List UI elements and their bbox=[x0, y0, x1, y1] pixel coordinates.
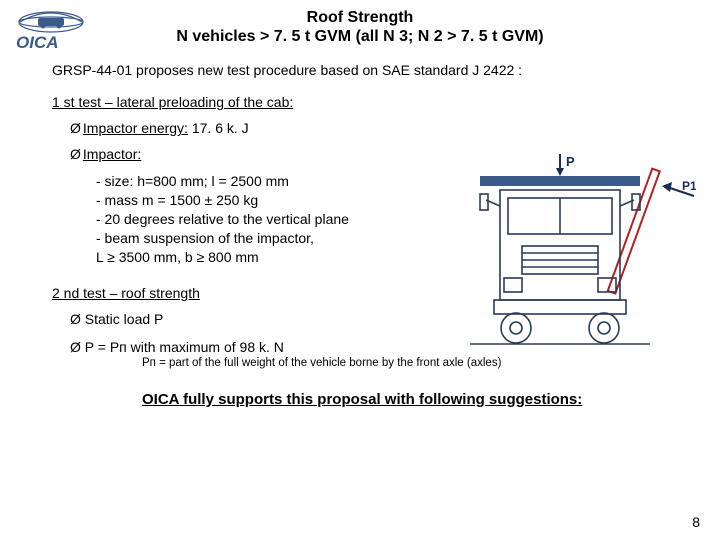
svg-text:P1: P1 bbox=[682, 179, 696, 193]
test1-heading: 1 st test – lateral preloading of the ca… bbox=[52, 94, 680, 110]
bullet-arrow-icon: Ø bbox=[70, 120, 81, 136]
svg-text:OICA: OICA bbox=[16, 33, 59, 52]
bullet-arrow-icon: Ø bbox=[70, 311, 85, 327]
bullet-arrow-icon: Ø bbox=[70, 146, 81, 162]
impactor-energy-row: ØImpactor energy: 17. 6 k. J bbox=[70, 120, 680, 136]
truck-diagram: P P1 bbox=[450, 150, 696, 350]
oica-logo: OICA bbox=[10, 8, 92, 63]
impactor-energy-label: Impactor energy: bbox=[83, 120, 188, 136]
page-number: 8 bbox=[692, 514, 700, 530]
page-title: Roof Strength N vehicles > 7. 5 t GVM (a… bbox=[0, 0, 720, 46]
title-line-2: N vehicles > 7. 5 t GVM (all N 3; N 2 > … bbox=[0, 27, 720, 46]
static-load-text: Static load P bbox=[85, 311, 164, 327]
p-note: Pп = part of the full weight of the vehi… bbox=[142, 357, 680, 369]
bullet-arrow-icon: Ø bbox=[70, 339, 85, 355]
intro-text: GRSP-44-01 proposes new test procedure b… bbox=[52, 62, 680, 78]
p-formula-text: P = Pп with maximum of 98 k. N bbox=[85, 339, 284, 355]
impactor-energy-value: 17. 6 k. J bbox=[188, 120, 249, 136]
title-line-1: Roof Strength bbox=[0, 8, 720, 27]
support-statement: OICA fully supports this proposal with f… bbox=[142, 391, 680, 408]
impactor-label: Impactor: bbox=[83, 146, 141, 162]
svg-text:P: P bbox=[566, 154, 575, 169]
